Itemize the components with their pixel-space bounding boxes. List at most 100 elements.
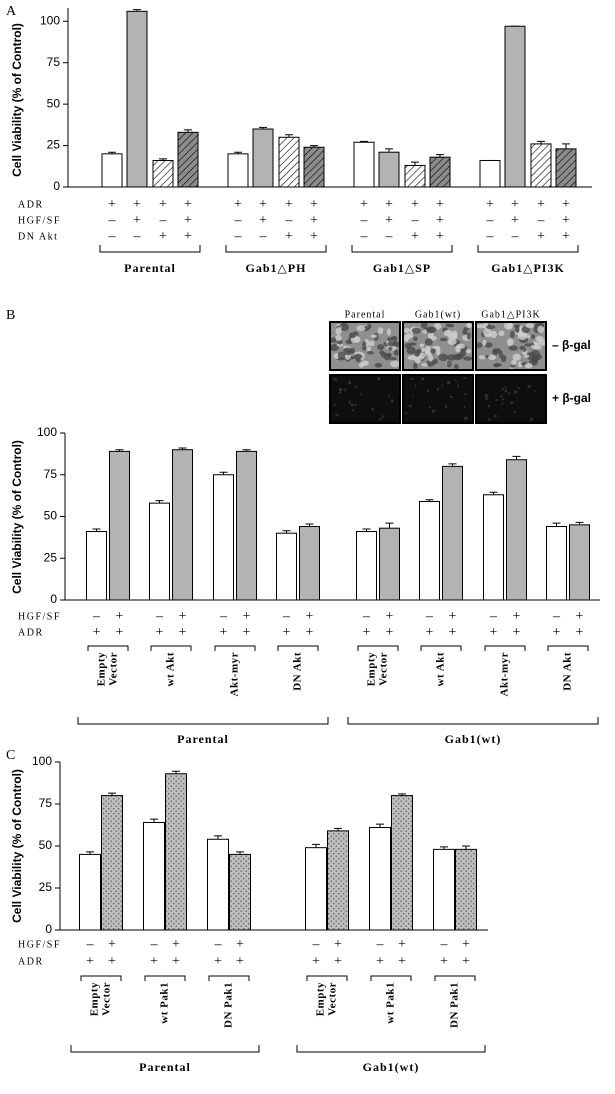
condition-sign: + [562, 229, 570, 244]
y-tick-label: 50 [44, 509, 58, 523]
condition-sign: + [386, 609, 394, 624]
condition-sign: + [449, 609, 457, 624]
bar [278, 136, 300, 188]
subgroup-label: Vector [327, 982, 339, 1016]
condition-sign: – [133, 229, 142, 244]
condition-sign: – [537, 213, 546, 228]
condition-sign: – [489, 609, 498, 624]
condition-label: DN Akt [18, 231, 58, 242]
group-bracket [70, 1045, 260, 1053]
condition-sign: + [486, 197, 494, 212]
bar [404, 164, 426, 188]
condition-sign: + [511, 197, 519, 212]
condition-sign: + [553, 625, 561, 640]
subgroup-bracket [484, 645, 526, 651]
subgroup-bracket [80, 975, 122, 981]
subgroup-label: DN Pak1 [223, 982, 235, 1028]
condition-label: ADR [18, 627, 44, 638]
error-bar [462, 845, 470, 850]
group-bracket [225, 245, 327, 253]
bar [276, 532, 297, 601]
condition-sign: + [511, 213, 519, 228]
condition-label: ADR [18, 956, 44, 967]
y-tick-label: 100 [37, 425, 57, 439]
condition-sign: + [156, 625, 164, 640]
condition-sign: – [259, 229, 268, 244]
condition-sign: + [243, 625, 251, 640]
condition-sign: + [385, 197, 393, 212]
condition-sign: + [436, 229, 444, 244]
condition-sign: + [537, 197, 545, 212]
bar [126, 10, 148, 188]
condition-sign: + [234, 197, 242, 212]
subgroup-label: DN Pak1 [449, 982, 461, 1028]
micrograph [329, 321, 402, 371]
condition-sign: – [92, 609, 101, 624]
condition-sign: – [385, 229, 394, 244]
condition-sign: + [386, 625, 394, 640]
condition-sign: – [282, 609, 291, 624]
bar [483, 494, 504, 601]
inset-column-label: Gab1(wt) [415, 309, 461, 320]
bar [152, 159, 174, 188]
micrograph [402, 321, 474, 371]
condition-sign: – [486, 229, 495, 244]
bar [177, 131, 199, 188]
condition-sign: + [93, 625, 101, 640]
condition-sign: + [436, 213, 444, 228]
condition-sign: + [537, 229, 545, 244]
y-tick-label: 0 [45, 922, 52, 936]
micrograph [329, 374, 401, 424]
bar [109, 450, 130, 601]
bar [442, 465, 463, 601]
condition-sign: – [511, 229, 520, 244]
condition-sign: + [513, 625, 521, 640]
bar [213, 474, 234, 601]
condition-sign: + [411, 229, 419, 244]
group-label: Parental [124, 261, 176, 275]
bar [236, 450, 257, 601]
inset-column-label: Parental [345, 309, 386, 320]
bar [101, 153, 123, 188]
subgroup-label: wt Pak1 [159, 982, 171, 1024]
subgroup-label: Empty [89, 982, 101, 1016]
condition-sign: + [360, 197, 368, 212]
bar [303, 146, 325, 188]
condition-sign: + [108, 937, 116, 952]
bar [101, 795, 123, 931]
condition-sign: – [150, 937, 159, 952]
bar [86, 531, 107, 601]
condition-sign: + [214, 954, 222, 969]
condition-sign: + [259, 213, 267, 228]
error-bar [376, 823, 384, 828]
condition-sign: + [449, 625, 457, 640]
condition-sign: – [312, 937, 321, 952]
bar [143, 821, 165, 931]
subgroup-label: Akt-myr [229, 652, 241, 696]
subgroup-bracket [547, 645, 589, 651]
condition-sign: + [411, 197, 419, 212]
condition-sign: + [179, 625, 187, 640]
condition-sign: + [150, 954, 158, 969]
subgroup-bracket [370, 975, 412, 981]
bar [546, 526, 567, 601]
subgroup-bracket [420, 645, 462, 651]
bar [419, 500, 440, 601]
group-bracket [351, 245, 453, 253]
subgroup-bracket [277, 645, 319, 651]
condition-sign: – [425, 609, 434, 624]
bar [433, 848, 455, 931]
y-tick-label: 75 [39, 796, 53, 810]
y-tick-label: 100 [40, 13, 60, 27]
subgroup-bracket [357, 645, 399, 651]
condition-sign: – [108, 229, 117, 244]
condition-sign: + [310, 197, 318, 212]
condition-sign: – [411, 213, 420, 228]
micrograph [475, 374, 547, 424]
y-tick-label: 100 [32, 754, 52, 768]
error-bar [214, 835, 222, 840]
condition-sign: + [184, 229, 192, 244]
bar [327, 830, 349, 931]
